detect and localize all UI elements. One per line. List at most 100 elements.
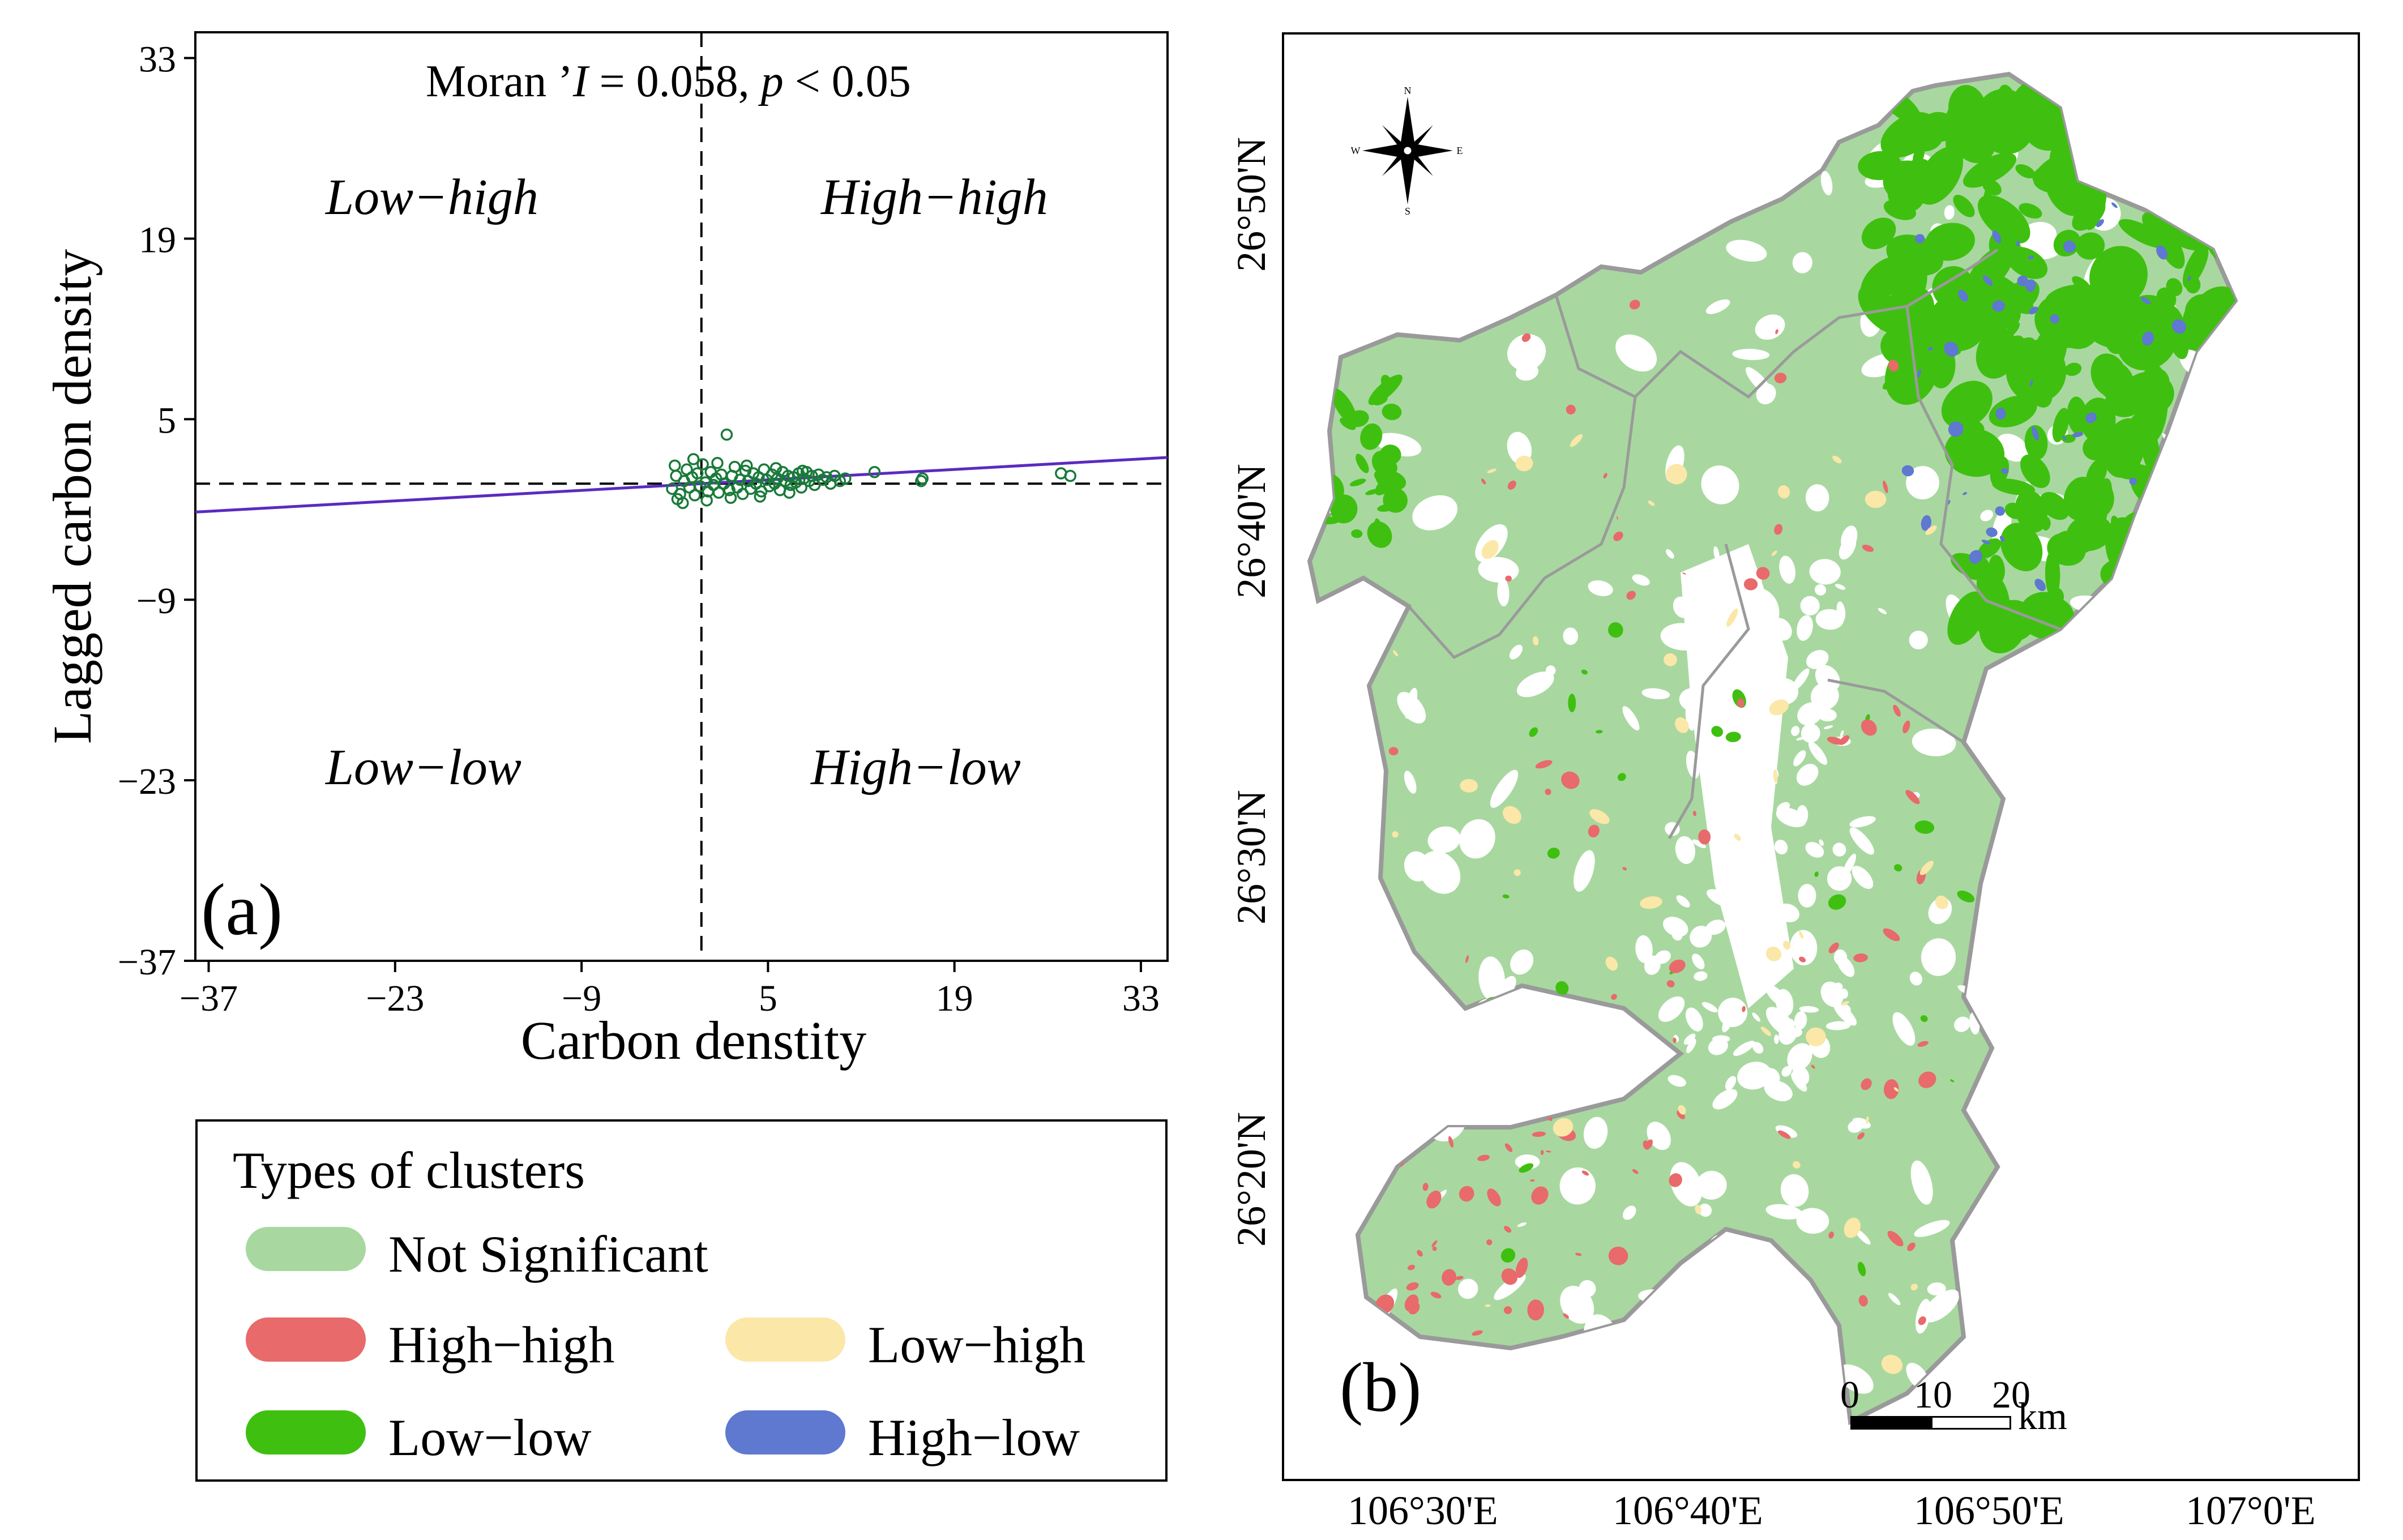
low-low-patch [1990,465,2004,482]
legend-swatch-not-significant [246,1227,366,1271]
data-point [839,472,852,485]
data-point [734,473,746,486]
high-high-patch [1698,829,1711,845]
high-high-patch [1902,720,1910,734]
low-low-patch [1725,732,1741,742]
gap-patch [1560,1286,1594,1324]
high-low-patch [2028,255,2034,260]
gap-patch [1910,1160,1933,1205]
high-low-patch [1992,230,2002,243]
central-valley-gap [1681,544,1794,1008]
low-low-patch [1925,223,1976,261]
low-low-patch [1906,116,1944,152]
gap-patch [1498,1382,1510,1399]
low-high-patch [1664,653,1677,666]
gap-patch [1494,1273,1526,1301]
gap-patch [1510,949,1534,975]
gap-patch [2075,1297,2085,1324]
high-high-patch [1799,956,1806,962]
high-high-patch [1857,1132,1865,1140]
gap-patch [1545,665,1556,676]
high-low-patch [2142,331,2154,346]
gap-patch [1784,1019,1795,1036]
gap-patch [1507,334,1546,371]
gap-patch [2042,990,2054,1000]
high-low-patch [2034,579,2046,591]
low-low-patch [2173,138,2190,153]
high-high-patch [1858,1295,1868,1307]
high-high-patch [1883,480,1888,494]
high-high-patch [1459,1186,1474,1202]
high-high-patch [1673,1037,1677,1043]
internal-boundaries [1408,248,2060,840]
gap-patch [1340,874,1367,899]
low-high-patch [1688,1323,1700,1333]
low-low-patch [2000,523,2043,572]
low-low-patch [1500,1248,1516,1263]
gap-patch [2209,971,2231,999]
gap-patch [1796,1208,1829,1234]
high-low-patch [1982,275,1993,286]
gap-patch [1661,205,1676,229]
low-low-patch [2013,385,2025,398]
high-high-patch [1546,1150,1551,1153]
legend-label-low-low: Low−low [388,1409,592,1466]
data-point [796,464,809,477]
high-high-patch [1507,480,1516,490]
gap-patch [1752,1012,1760,1022]
low-low-patch [2171,78,2220,135]
low-low-patch [1883,199,1917,220]
low-high-patch [1793,1161,1801,1169]
gap-patch [1835,584,1846,590]
high-high-patch [1496,1066,1502,1070]
gap-patch [1427,826,1461,853]
panel-tag-a: (a) [201,869,283,951]
gap-patch [2007,726,2025,738]
low-low-patch [1963,152,2017,188]
gap-patch [1849,816,1876,828]
gap-patch [1662,917,1688,937]
gap-patch [1552,257,1578,274]
low-low-patch [2062,434,2076,443]
low-low-patch [1977,538,2002,559]
high-low-patch [2157,478,2165,482]
low-low-patch [2003,322,2020,340]
gap-patch [2216,924,2235,944]
high-low-patch [2141,297,2151,305]
legend-label-high-low: High−low [868,1409,1080,1466]
low-low-patch [1893,864,1902,872]
legend-swatch-high-high [246,1317,366,1362]
low-low-patch [2105,380,2147,417]
gap-patch [1683,1033,1696,1045]
moran-value: = 0.058, [588,57,761,106]
high-high-patch [1742,1006,1746,1012]
gap-patch [1365,235,1395,269]
boundary-south [1827,678,1965,744]
low-low-patch [2020,454,2050,488]
boundary-west [1408,396,1637,660]
gap-patch [1679,1336,1712,1370]
low-high-patch [1695,1204,1701,1214]
x-tick-label: −37 [179,978,238,1019]
high-high-patch [1423,1107,1429,1115]
gap-patch [2053,647,2081,678]
gap-patch [1670,1162,1703,1207]
low-low-patch [1966,245,2014,296]
gap-patch [1796,805,1808,825]
low-low-patch [2162,119,2179,166]
high-high-patch [1535,760,1553,769]
high-high-patch [1455,1276,1464,1280]
low-low-patch [2015,164,2036,179]
gap-patch [1310,772,1316,780]
low-low-patch [1374,518,1384,547]
high-low-patch [2016,240,2020,247]
gap-patch [1760,1068,1780,1088]
y-tick-label: 5 [157,400,176,441]
high-high-patch [1521,333,1531,342]
low-low-patch [2064,362,2082,377]
gap-patch [1535,1053,1555,1073]
gap-patch [2089,735,2125,754]
high-low-patch [2156,245,2168,260]
gap-patch [2181,781,2193,813]
gap-patch [1776,802,1790,814]
